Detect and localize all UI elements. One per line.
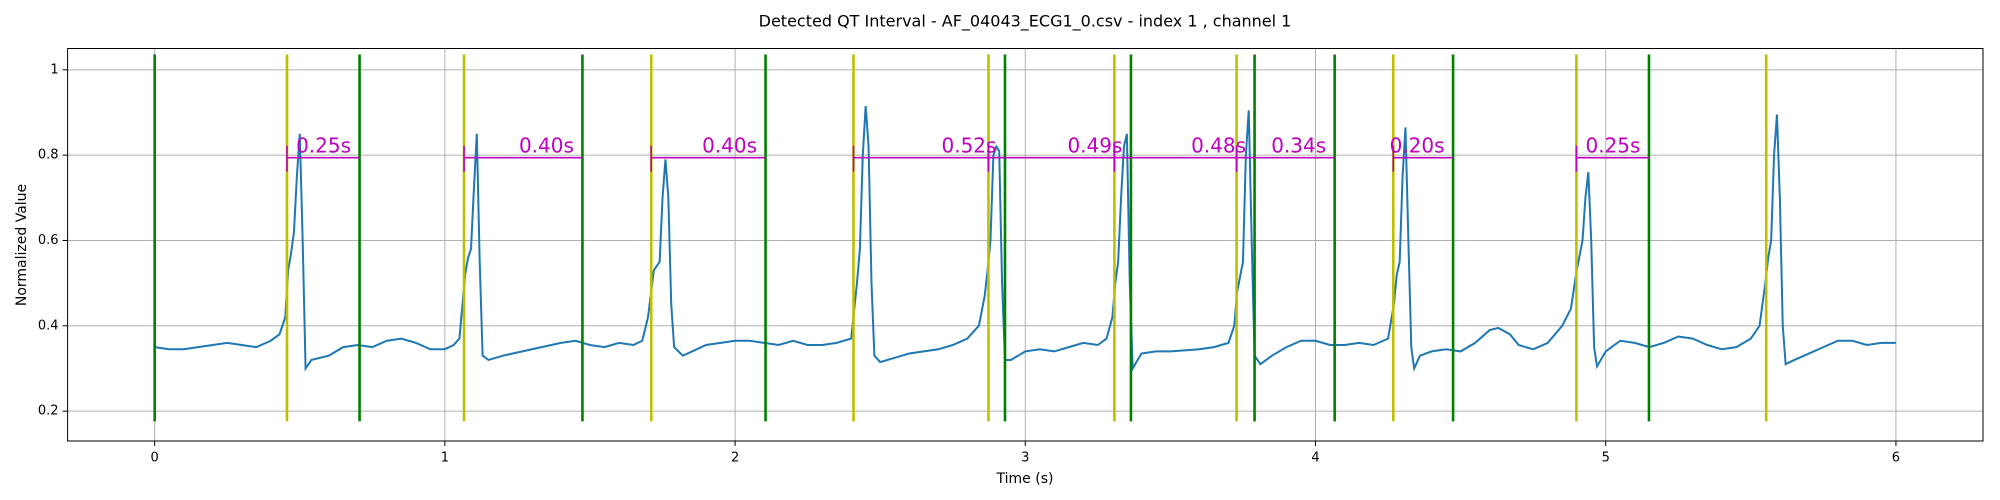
interval-label: 0.40s bbox=[519, 134, 574, 158]
y-tick-label: 0.8 bbox=[38, 148, 59, 163]
interval-label: 0.49s bbox=[1067, 134, 1122, 158]
x-tick-label: 2 bbox=[731, 451, 739, 466]
interval-label: 0.52s bbox=[942, 134, 997, 158]
x-tick-label: 4 bbox=[1311, 451, 1319, 466]
interval-label: 0.48s bbox=[1191, 134, 1246, 158]
x-tick-label: 5 bbox=[1602, 451, 1610, 466]
x-tick-label: 1 bbox=[441, 451, 449, 466]
chart-title: Detected QT Interval - AF_04043_ECG1_0.c… bbox=[759, 12, 1292, 32]
interval-label: 0.34s bbox=[1271, 134, 1326, 158]
x-tick-label: 6 bbox=[1892, 451, 1900, 466]
y-tick-label: 0.4 bbox=[38, 318, 59, 333]
y-tick-label: 0.2 bbox=[38, 404, 59, 419]
interval-label: 0.40s bbox=[702, 134, 757, 158]
y-tick-label: 1 bbox=[50, 62, 58, 77]
x-tick-label: 3 bbox=[1021, 451, 1029, 466]
signal-line bbox=[154, 106, 1896, 373]
x-axis-label: Time (s) bbox=[996, 471, 1054, 487]
x-tick-label: 0 bbox=[151, 451, 159, 466]
y-tick-label: 0.6 bbox=[38, 233, 59, 248]
interval-label: 0.25s bbox=[1585, 134, 1640, 158]
interval-label: 0.25s bbox=[296, 134, 351, 158]
plot-frame bbox=[67, 48, 1984, 442]
interval-label: 0.20s bbox=[1390, 134, 1445, 158]
y-axis-label: Normalized Value bbox=[14, 184, 30, 306]
